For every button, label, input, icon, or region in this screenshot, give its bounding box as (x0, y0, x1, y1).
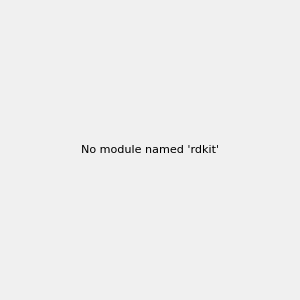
Text: No module named 'rdkit': No module named 'rdkit' (81, 145, 219, 155)
